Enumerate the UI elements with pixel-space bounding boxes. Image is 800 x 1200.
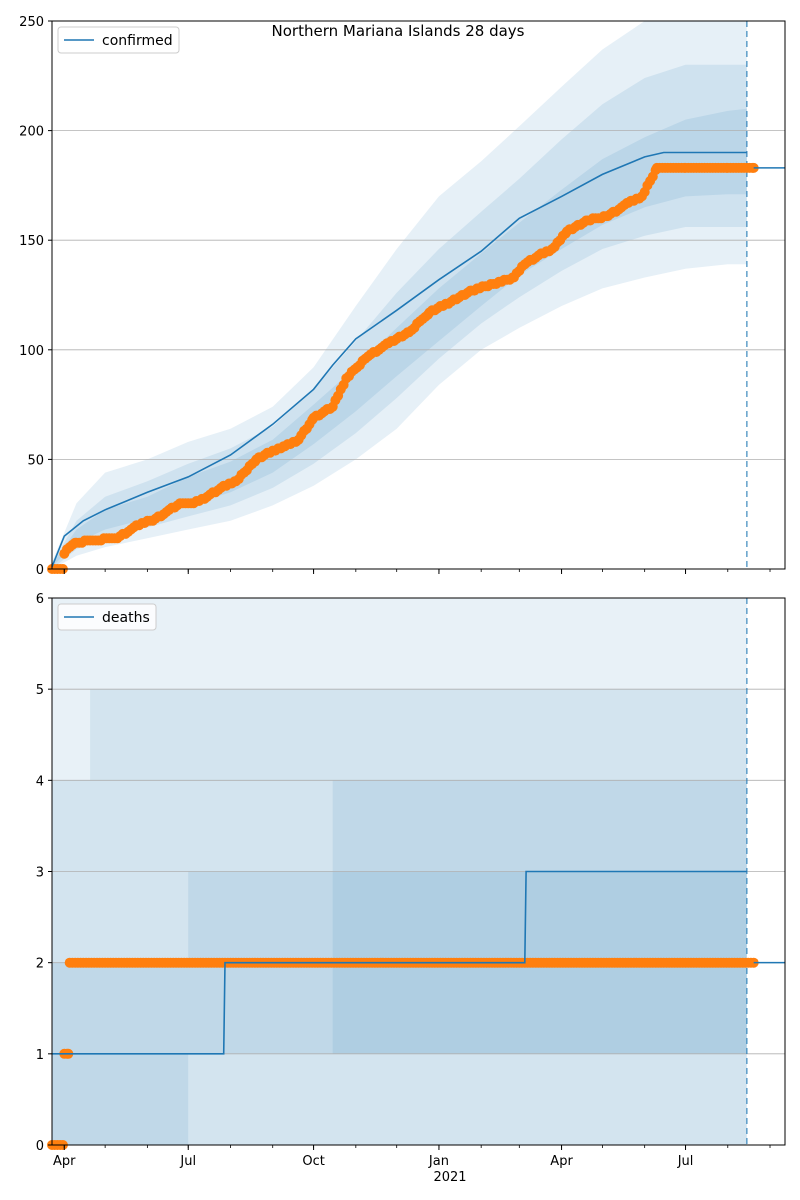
confirmed-legend: confirmed — [57, 26, 180, 54]
confirmed-band-outer — [52, 21, 747, 569]
confirmed-median-line — [51, 151, 785, 568]
deaths-y-tick-label: 1 — [36, 1048, 44, 1063]
confirmed-panel: 0 50 100 150 200 250 confirmed Northern Maria… — [19, 15, 786, 578]
confirmed-y-ticks: 0 50 100 150 200 250 — [19, 15, 52, 578]
deaths-y-tick-label: 0 — [36, 1139, 44, 1154]
deaths-median-path — [52, 870, 747, 1055]
deaths-legend-label: deaths — [102, 610, 150, 626]
deaths-panel: 0 1 2 3 4 5 6 Apr Jul Oct Jan Apr Jul deaths 2021 — [36, 592, 786, 1185]
confirmed-legend-label: confirmed — [102, 33, 173, 49]
deaths-median-line — [52, 870, 785, 1055]
confirmed-grid — [52, 130, 785, 460]
deaths-x-tick-label: Oct — [302, 1154, 324, 1169]
deaths-x-tick-label: Apr — [53, 1154, 76, 1169]
deaths-legend: deaths — [57, 603, 157, 631]
confirmed-y-tick-label: 250 — [19, 15, 44, 30]
confirmed-bands — [52, 21, 747, 570]
deaths-y-tick-label: 4 — [36, 774, 44, 789]
x-axis-year-label: 2021 — [433, 1170, 466, 1185]
confirmed-median-path — [51, 151, 747, 568]
deaths-y-tick-label: 3 — [36, 866, 44, 881]
deaths-x-tick-label: Jul — [179, 1154, 196, 1169]
confirmed-y-tick-label: 0 — [36, 563, 44, 578]
deaths-y-tick-label: 5 — [36, 683, 44, 698]
confirmed-y-tick-label: 50 — [27, 453, 44, 468]
deaths-band-middle — [90, 689, 747, 1145]
deaths-y-ticks: 0 1 2 3 4 5 6 — [36, 592, 52, 1154]
figure-title: Northern Mariana Islands 28 days — [272, 22, 525, 40]
deaths-x-ticks: Apr Jul Oct Jan Apr Jul — [53, 1145, 771, 1169]
deaths-legend-box — [57, 603, 157, 631]
confirmed-y-tick-label: 150 — [19, 234, 44, 249]
confirmed-axes-frame — [51, 20, 786, 570]
deaths-x-tick-label: Jul — [677, 1154, 694, 1169]
deaths-band-inner-late — [332, 780, 747, 1054]
confirmed-y-tick-label: 100 — [19, 344, 44, 359]
deaths-y-tick-label: 2 — [36, 957, 44, 972]
confirmed-observed-points — [47, 162, 759, 574]
confirmed-legend-box — [57, 26, 180, 54]
confirmed-x-ticks — [63, 569, 771, 574]
deaths-y-tick-label: 6 — [36, 592, 44, 607]
deaths-x-tick-label: Apr — [550, 1154, 573, 1169]
confirmed-y-tick-label: 200 — [19, 125, 44, 140]
deaths-x-tick-label: Jan — [428, 1154, 449, 1169]
